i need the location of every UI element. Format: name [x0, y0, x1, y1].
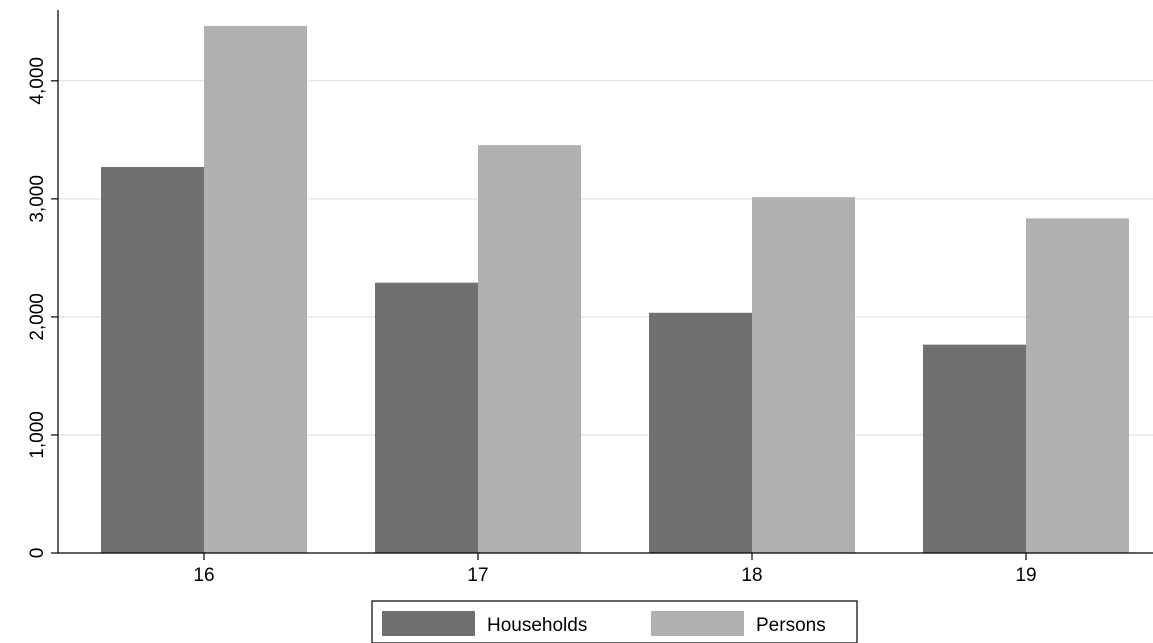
x-tick-label: 17	[467, 565, 488, 586]
bars	[101, 25, 1129, 554]
bar-persons-16	[204, 25, 307, 554]
legend-label-persons: Persons	[756, 615, 826, 636]
y-tick-label: 3,000	[27, 175, 48, 223]
bar-households-19	[923, 344, 1026, 553]
legend-swatch-households	[382, 611, 475, 636]
legend-label-households: Households	[487, 615, 587, 636]
y-tick-label: 0	[27, 548, 48, 559]
x-ticks: 16 17 18 19	[193, 553, 1037, 586]
bar-persons-17	[478, 145, 581, 553]
y-tick-label: 4,000	[27, 57, 48, 105]
y-tick-label: 2,000	[27, 293, 48, 341]
x-tick-label: 19	[1015, 565, 1036, 586]
legend: Households Persons	[371, 600, 858, 643]
bar-households-16	[101, 166, 204, 553]
axes	[57, 10, 1153, 554]
x-tick-label: 16	[193, 565, 214, 586]
bar-households-18	[649, 312, 752, 553]
y-tick-label: 1,000	[27, 411, 48, 459]
x-tick-label: 18	[741, 565, 762, 586]
bar-households-17	[375, 282, 478, 553]
bar-persons-19	[1026, 218, 1129, 553]
bar-persons-18	[752, 197, 855, 553]
y-ticks: 0 1,000 2,000 3,000 4,000	[27, 57, 58, 558]
legend-swatch-persons	[651, 611, 744, 636]
